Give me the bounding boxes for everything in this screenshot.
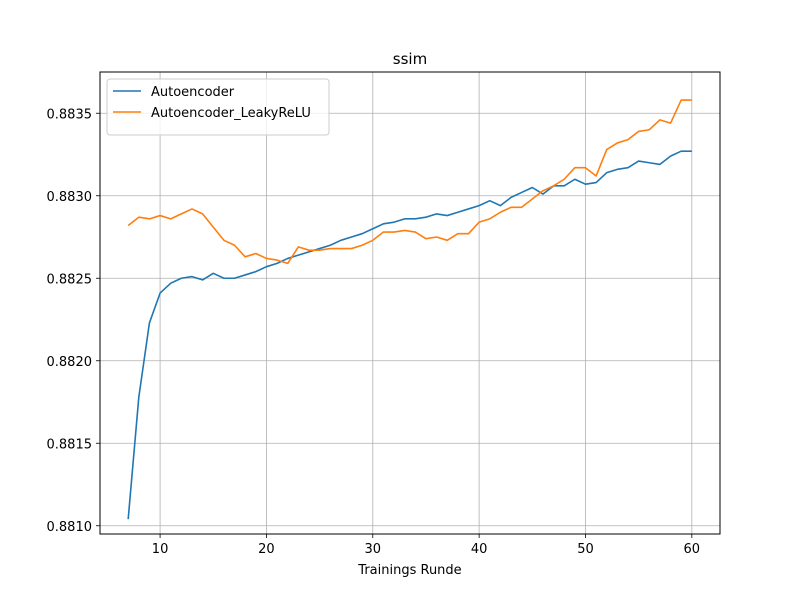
grid-lines	[100, 72, 720, 534]
axis-ticks: 10 20 30 40 50 60 0.8810 0.8815 0.8820 0.8825 0.88…	[47, 107, 701, 557]
x-tick-label: 60	[684, 542, 701, 557]
legend-label: Autoencoder_LeakyReLU	[151, 106, 311, 121]
y-tick-label: 0.8810	[47, 520, 93, 535]
x-tick-label: 50	[577, 542, 594, 557]
plot-frame	[99, 71, 721, 535]
x-tick-label: 10	[152, 542, 169, 557]
y-tick-label: 0.8815	[47, 437, 93, 452]
chart-title: ssim	[393, 50, 427, 68]
x-tick-label: 40	[471, 542, 488, 557]
x-tick-label: 30	[365, 542, 382, 557]
series-line-1	[127, 150, 692, 520]
series-lines	[127, 99, 692, 520]
series-line-2	[127, 99, 692, 265]
legend-box	[106, 78, 330, 136]
legend: Autoencoder Autoencoder_LeakyReLU	[106, 78, 330, 136]
x-tick-label: 20	[258, 542, 275, 557]
x-axis-label: Trainings Runde	[357, 563, 461, 578]
legend-label: Autoencoder	[151, 85, 235, 100]
y-tick-label: 0.8825	[47, 272, 93, 287]
y-tick-label: 0.8820	[47, 355, 93, 370]
y-tick-label: 0.8830	[47, 190, 93, 205]
y-tick-label: 0.8835	[47, 107, 93, 122]
